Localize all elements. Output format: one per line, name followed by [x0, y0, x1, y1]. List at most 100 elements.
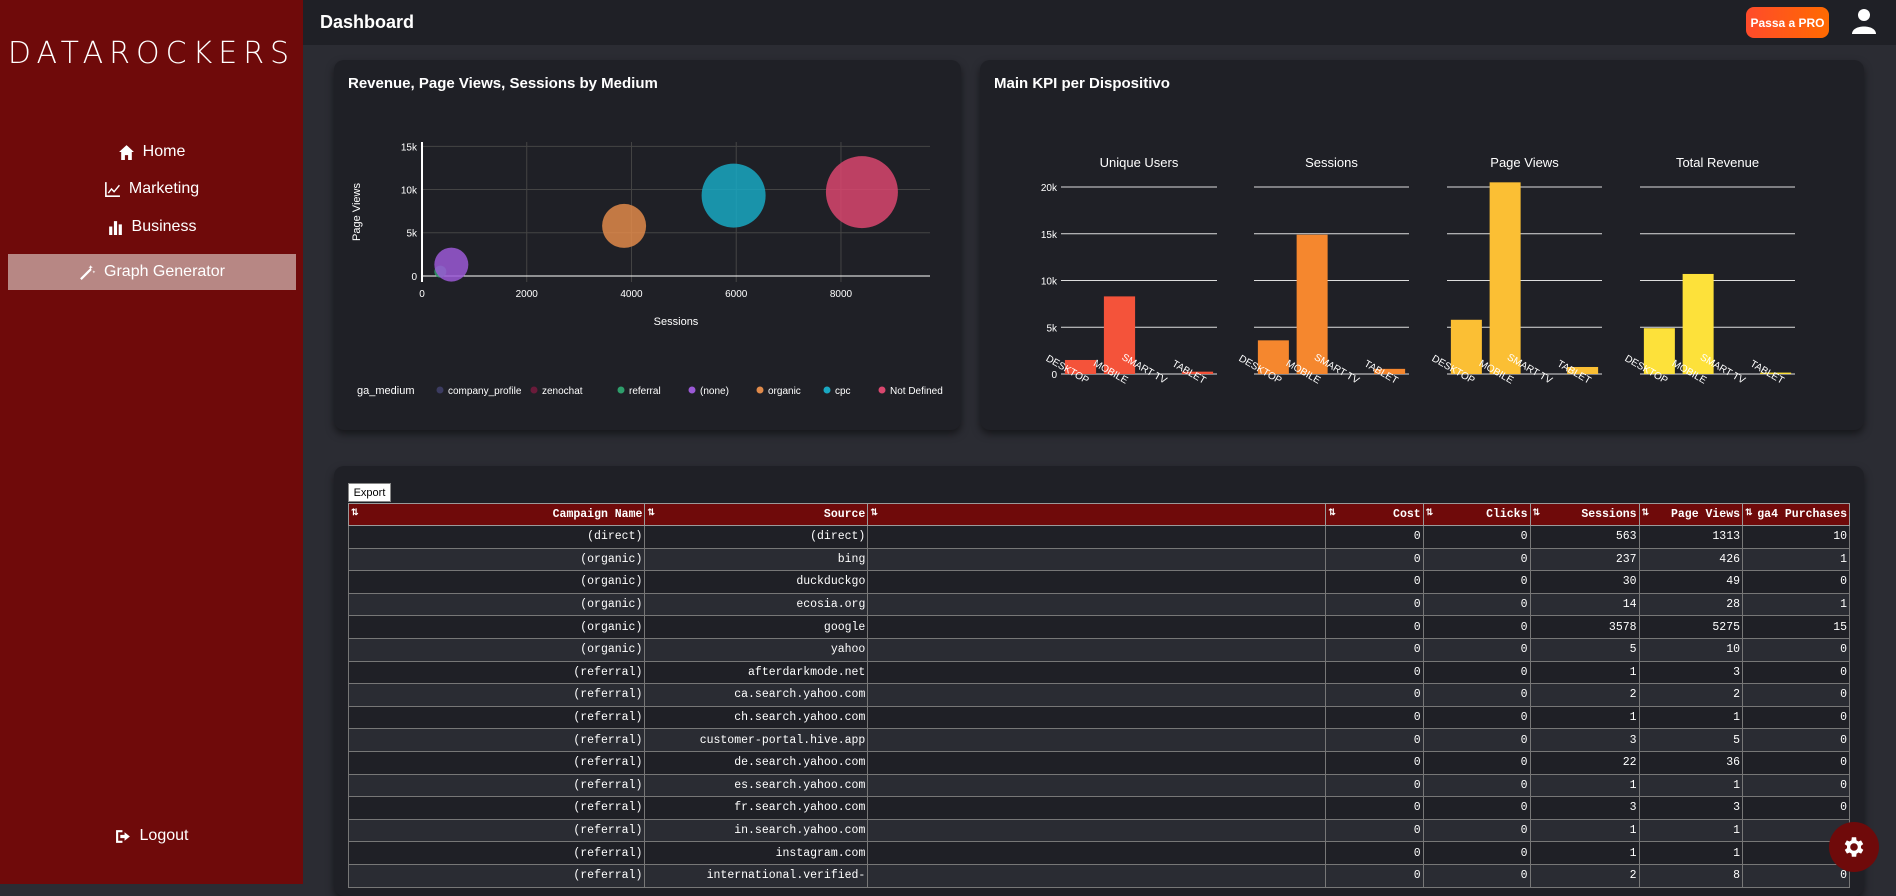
table-cell: 5275 — [1638, 615, 1744, 639]
sort-icon[interactable]: ⇅ — [1425, 508, 1434, 518]
table-cell: de.search.yahoo.com — [644, 750, 869, 775]
column-header[interactable]: ⇅ — [867, 503, 1327, 526]
column-header[interactable]: ⇅ Cost — [1325, 503, 1424, 526]
subplot-title: Sessions — [1305, 155, 1358, 170]
home-icon — [118, 144, 134, 160]
kpi-title: Main KPI per Dispositivo — [994, 75, 1170, 92]
table-cell: 10 — [1742, 525, 1850, 549]
column-header[interactable]: ⇅ Sessions — [1529, 503, 1640, 526]
table-cell: bing — [644, 547, 869, 572]
subplot-title: Page Views — [1490, 155, 1559, 170]
table-cell: 0 — [1422, 863, 1531, 888]
scatter-point — [434, 247, 469, 282]
sort-icon[interactable]: ⇅ — [647, 508, 655, 518]
table-cell: instagram.com — [644, 841, 869, 865]
table-cell: (referral) — [347, 773, 646, 798]
sort-icon[interactable]: ⇅ — [1532, 508, 1541, 518]
table-cell: 0 — [1325, 683, 1424, 707]
x-axis-label: Sessions — [654, 316, 699, 328]
table-cell: 237 — [1529, 547, 1640, 572]
table-row: (organic) duckduckgo 0 0 30 49 0 — [347, 570, 1850, 594]
table-cell — [867, 615, 1327, 639]
scatter-card: Revenue, Page Views, Sessions by Medium … — [334, 60, 961, 430]
sort-icon[interactable]: ⇅ — [870, 508, 878, 518]
table-cell: 0 — [1325, 705, 1424, 730]
column-header[interactable]: ⇅ Source — [644, 503, 869, 526]
table-cell: 5 — [1638, 728, 1744, 752]
table-row: (organic) google 0 0 3578 5275 15 — [347, 615, 1850, 639]
table-cell: 22 — [1529, 750, 1640, 775]
table-cell: 0 — [1325, 615, 1424, 639]
sidebar-item-graph-generator[interactable]: Graph Generator — [8, 254, 296, 290]
legend-marker — [688, 386, 696, 394]
table-cell: (referral) — [347, 841, 646, 865]
table-cell: 5 — [1529, 637, 1640, 662]
export-button[interactable]: Export — [348, 483, 391, 502]
kpi-bar — [1760, 372, 1792, 374]
sidebar: DATAROCKERS Home Marketing Business Grap… — [0, 0, 303, 884]
legend-label: organic — [768, 386, 801, 397]
table-cell: (organic) — [347, 570, 646, 594]
column-header[interactable]: ⇅ Page Views — [1638, 503, 1744, 526]
table-cell: 0 — [1325, 796, 1424, 820]
table-row: (organic) bing 0 0 237 426 1 — [347, 547, 1850, 572]
table-cell: 3 — [1529, 728, 1640, 752]
table-cell: 3 — [1529, 796, 1640, 820]
table-row: (referral) de.search.yahoo.com 0 0 22 36 0 — [347, 750, 1850, 775]
table-cell: 0 — [1325, 570, 1424, 594]
table-row: (referral) ch.search.yahoo.com 0 0 1 1 0 — [347, 705, 1850, 730]
table-cell: (referral) — [347, 796, 646, 820]
table-cell: ecosia.org — [644, 592, 869, 617]
sort-icon[interactable]: ⇅ — [1641, 508, 1650, 518]
table-cell: (direct) — [347, 525, 646, 549]
table-cell: ca.search.yahoo.com — [644, 683, 869, 707]
sidebar-item-home[interactable]: Home — [0, 134, 303, 170]
table-cell: 10 — [1638, 637, 1744, 662]
sort-icon[interactable]: ⇅ — [1745, 508, 1753, 518]
sidebar-item-business[interactable]: Business — [0, 209, 303, 245]
table-cell: 0 — [1422, 660, 1531, 685]
settings-button[interactable] — [1829, 822, 1879, 872]
table-cell — [867, 841, 1327, 865]
kpi-bar — [1374, 368, 1406, 374]
logout-button[interactable]: Logout — [0, 818, 303, 854]
legend-label: zenochat — [542, 386, 583, 397]
table-cell: 0 — [1325, 525, 1424, 549]
table-cell: 30 — [1529, 570, 1640, 594]
magic-wand-icon — [80, 264, 96, 280]
user-icon[interactable] — [1852, 8, 1876, 34]
kpi-bar — [1682, 273, 1714, 374]
legend-title: ga_medium — [357, 385, 414, 397]
upgrade-pro-button[interactable]: Passa a PRO — [1746, 7, 1829, 38]
column-header[interactable]: ⇅ ga4 Purchases — [1742, 503, 1850, 526]
table-cell: 0 — [1422, 525, 1531, 549]
table-cell: 8 — [1638, 863, 1744, 888]
sort-icon[interactable]: ⇅ — [351, 508, 359, 518]
table-cell: 1 — [1742, 592, 1850, 617]
table-cell: (organic) — [347, 592, 646, 617]
table-cell: (referral) — [347, 818, 646, 843]
table-cell: yahoo — [644, 637, 869, 662]
column-header[interactable]: ⇅ Campaign Name — [347, 503, 646, 526]
page-title: Dashboard — [320, 12, 415, 32]
y-tick-label: 5k — [1046, 323, 1058, 334]
sidebar-item-marketing[interactable]: Marketing — [0, 171, 303, 207]
table-cell: (referral) — [347, 863, 646, 888]
table-cell: 0 — [1422, 818, 1531, 843]
sidebar-item-label: Home — [142, 143, 186, 160]
table-cell: 0 — [1742, 728, 1850, 752]
kpi-bar — [1064, 359, 1097, 374]
kpi-bar — [1643, 328, 1675, 374]
y-axis-label: Page Views — [351, 183, 363, 241]
legend-label: (none) — [700, 386, 729, 397]
bar-chart-icon — [108, 220, 122, 235]
legend-marker — [823, 386, 831, 394]
chart-line-icon — [104, 181, 120, 197]
table-cell: 1 — [1742, 547, 1850, 572]
sort-icon[interactable]: ⇅ — [1328, 508, 1336, 518]
table-cell: 0 — [1742, 660, 1850, 685]
table-cell: 1 — [1529, 660, 1640, 685]
column-header[interactable]: ⇅ Clicks — [1422, 503, 1531, 526]
table-row: (direct) (direct) 0 0 563 1313 10 — [347, 525, 1850, 549]
x-tick-label: TABLET — [1748, 359, 1786, 387]
